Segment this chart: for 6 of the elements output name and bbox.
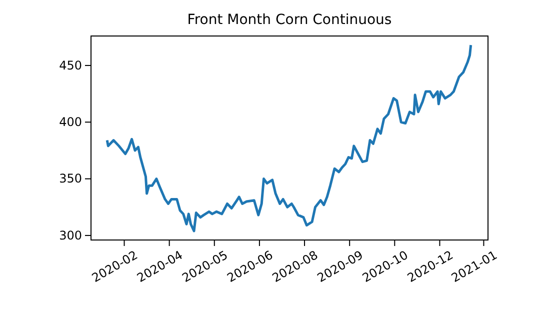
line-series [106, 44, 472, 232]
y-tick-label: 300 [59, 228, 82, 242]
chart-title: Front Month Corn Continuous [187, 12, 392, 28]
y-tick-label: 450 [59, 58, 82, 72]
y-tick-label: 400 [59, 114, 82, 129]
y-tick-label: 350 [59, 172, 82, 186]
